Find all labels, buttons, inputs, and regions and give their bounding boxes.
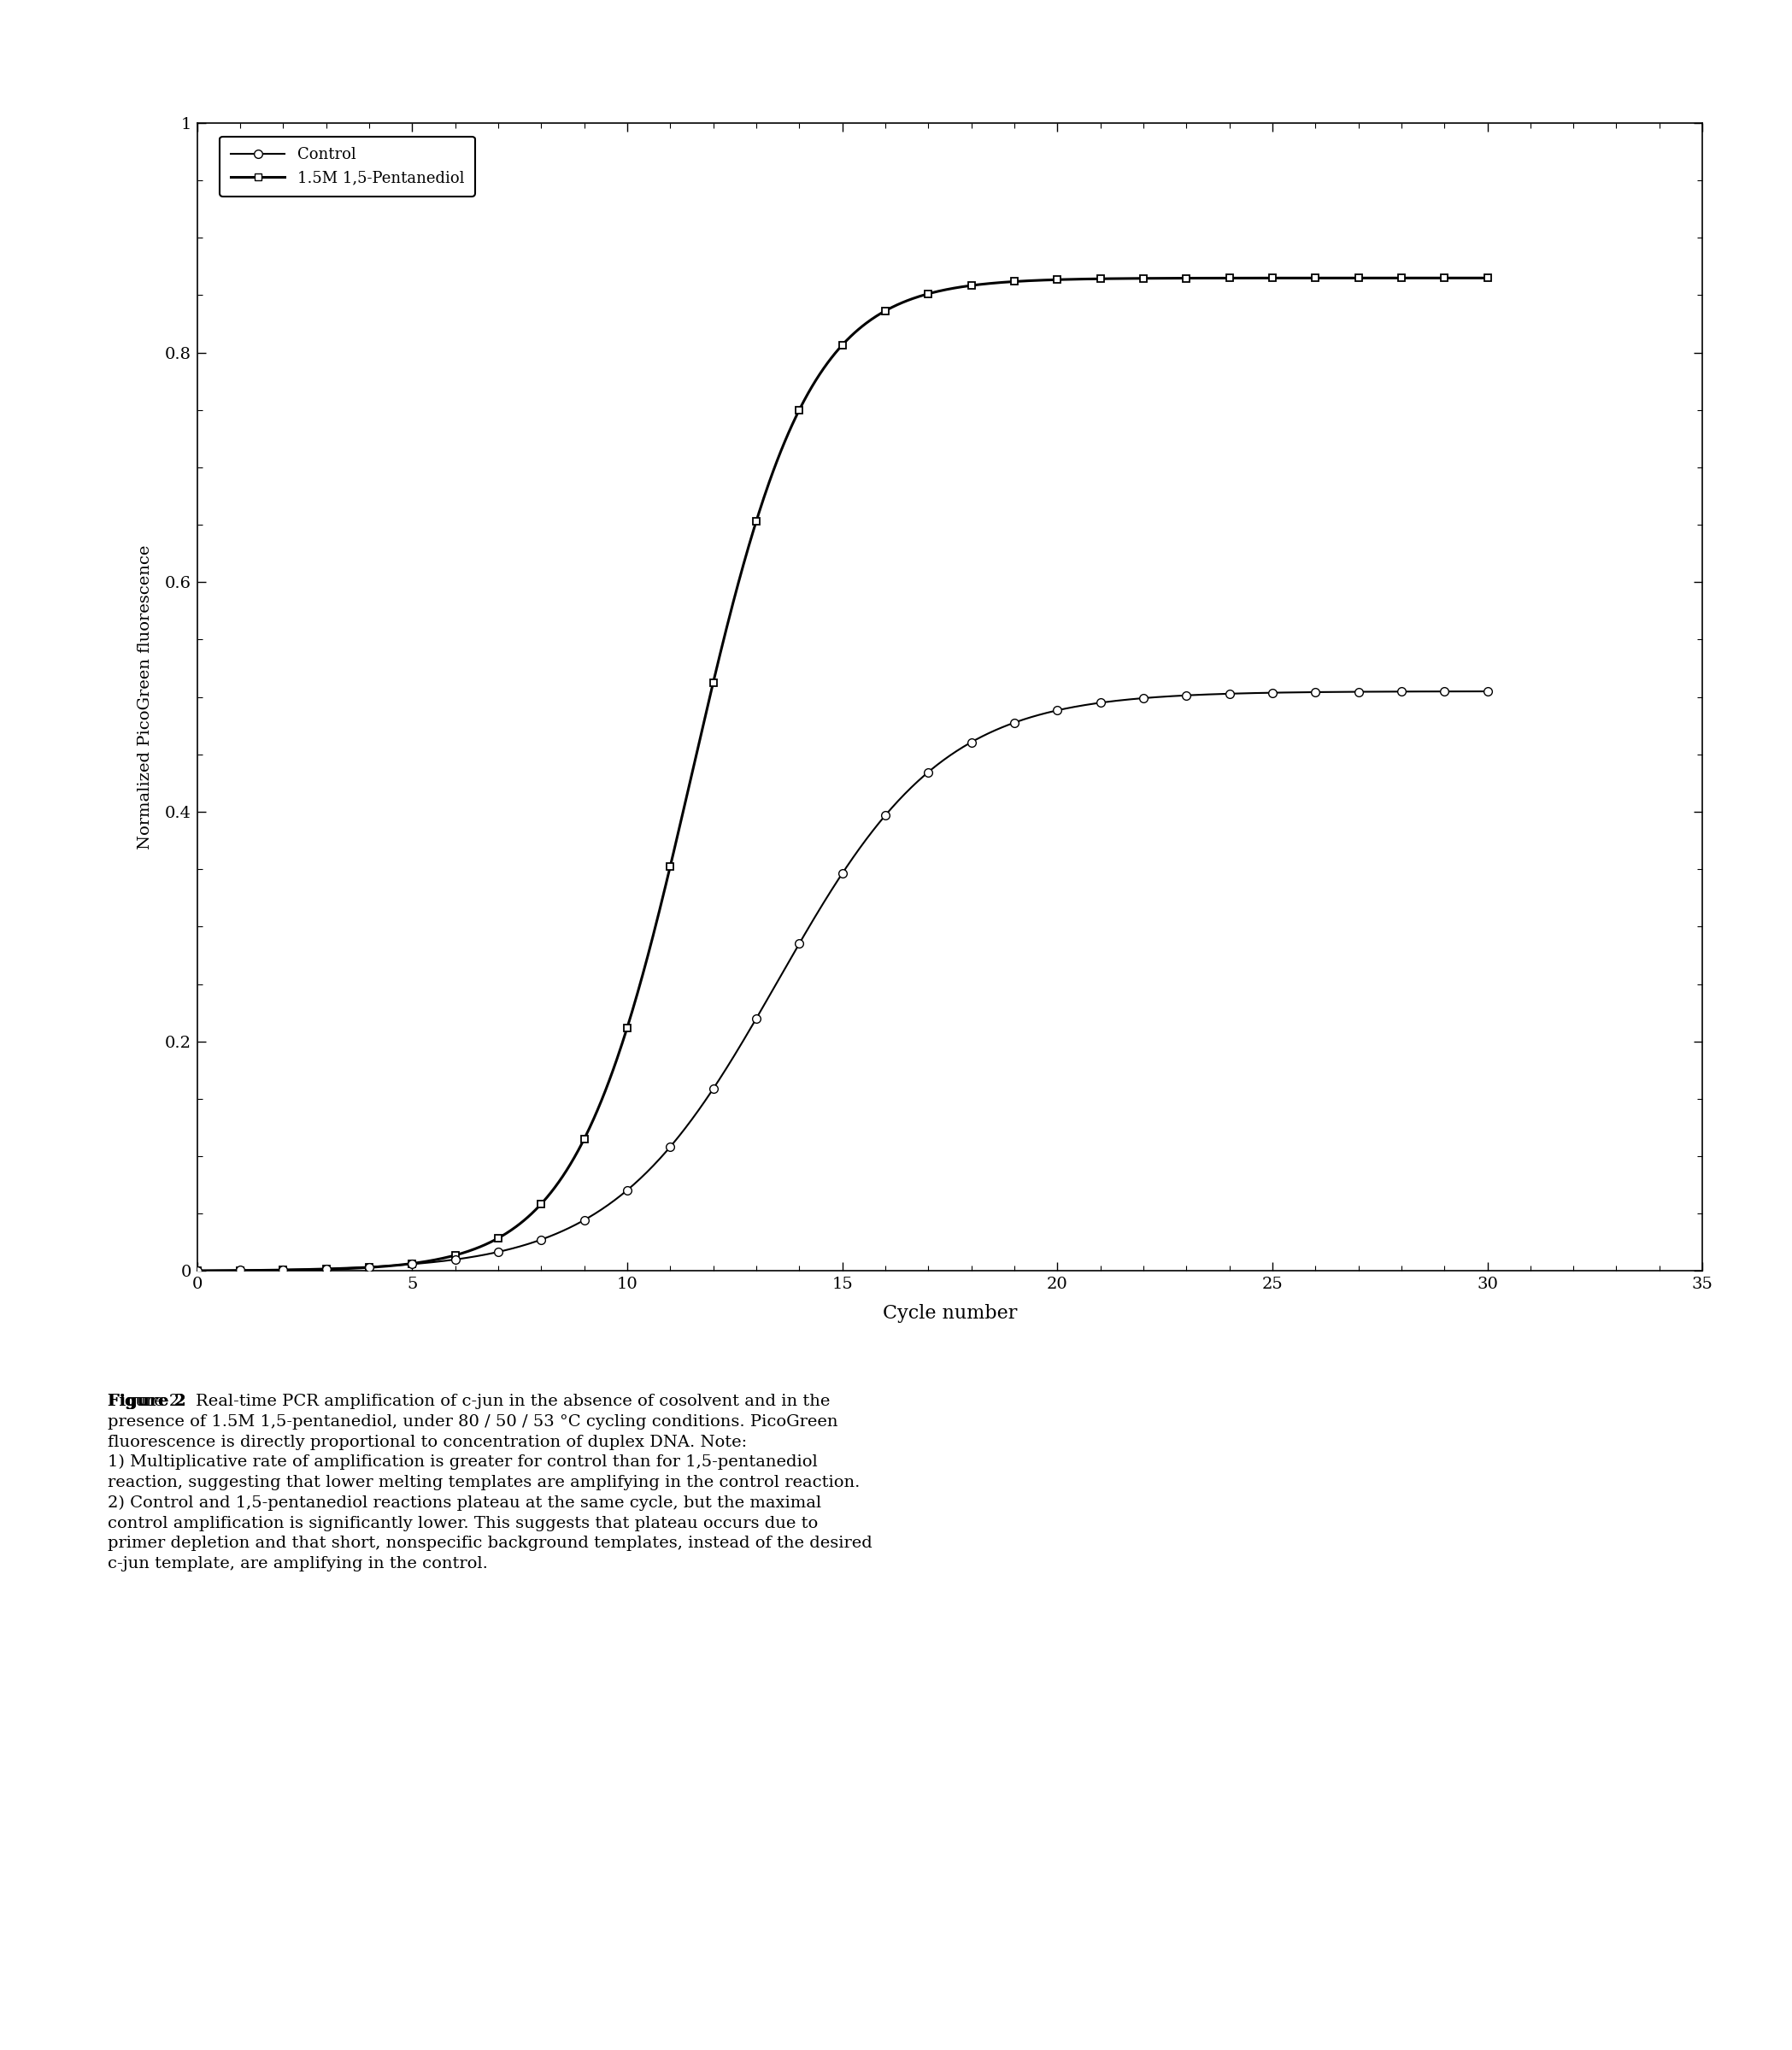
Text: Figure 2   Real-time PCR amplification of c-jun in the absence of cosolvent and : Figure 2 Real-time PCR amplification of … [108,1394,873,1570]
X-axis label: Cycle number: Cycle number [882,1304,1018,1322]
Text: Figure 2: Figure 2 [108,1394,186,1410]
Legend: Control, 1.5M 1,5-Pentanediol: Control, 1.5M 1,5-Pentanediol [220,137,475,197]
Text: Figure 2: Figure 2 [108,1394,186,1410]
Y-axis label: Normalized PicoGreen fluorescence: Normalized PicoGreen fluorescence [138,545,152,849]
